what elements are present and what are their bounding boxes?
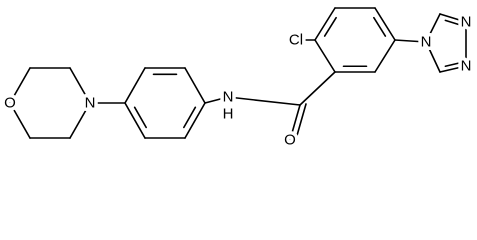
bond — [439, 13, 467, 23]
bond — [425, 13, 441, 43]
bond — [373, 16, 387, 37]
atom-label: O — [4, 95, 16, 112]
bond — [184, 67, 206, 104]
bond — [374, 39, 396, 73]
bond — [133, 106, 147, 129]
atom-label: O — [284, 132, 296, 149]
bond — [299, 71, 336, 106]
atom-label: N — [85, 95, 96, 112]
atom-label: H — [223, 106, 234, 123]
bond — [444, 19, 462, 26]
atom-label: N — [461, 58, 472, 75]
bond — [204, 96, 229, 104]
bond — [295, 103, 307, 140]
bond — [374, 7, 396, 41]
bond — [394, 39, 427, 43]
bond — [314, 7, 336, 41]
bond — [323, 16, 337, 37]
bond — [425, 41, 441, 73]
bond — [227, 96, 301, 106]
bond — [439, 65, 467, 73]
atom-label: N — [223, 89, 234, 106]
bond — [9, 67, 31, 104]
bond — [314, 39, 336, 73]
bond — [124, 102, 146, 139]
atom-label: N — [461, 14, 472, 31]
bond — [69, 102, 91, 139]
atom-label: N — [421, 34, 432, 51]
bond — [9, 102, 31, 139]
bond — [184, 102, 206, 139]
bond — [69, 67, 91, 104]
bond — [289, 104, 301, 141]
bonds — [9, 7, 467, 141]
bond — [183, 106, 197, 129]
atom-label: Cl — [289, 32, 303, 49]
bond — [444, 61, 462, 68]
structure-diagram: O N N H O Cl N N N — [4, 7, 472, 149]
bond — [124, 67, 146, 104]
